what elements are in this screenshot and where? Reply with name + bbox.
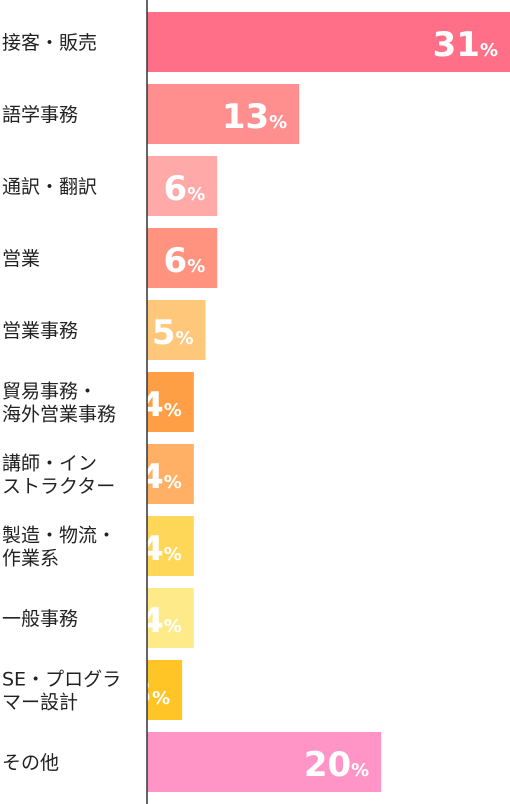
category-label-6: 講師・インストラクター [2,453,115,498]
value-unit: % [187,184,205,205]
category-label-8: 一般事務 [2,608,78,630]
category-label-line: 通訳・翻訳 [2,176,97,198]
category-label-line: 作業系 [2,548,59,570]
category-label-line: SE・プログラ [2,669,121,691]
value-label-0: 31% [433,25,498,65]
category-label-7: 製造・物流・作業系 [2,525,116,570]
value-number: 4 [140,385,164,425]
bar-8 [147,588,194,648]
value-label-2: 6% [164,169,206,209]
category-label-10: その他 [2,752,59,774]
category-label-5: 貿易事務・海外営業事務 [2,381,116,426]
bar-9 [147,660,183,720]
category-label-line: 営業事務 [2,320,78,342]
bar-0 [147,12,510,72]
category-label-4: 営業事務 [2,320,78,342]
bar-6 [147,444,194,504]
category-label-line: 海外営業事務 [2,404,116,426]
value-number: 20 [304,745,351,785]
value-unit: % [164,400,182,421]
value-unit: % [164,544,182,565]
value-unit: % [480,40,498,61]
value-unit: % [164,616,182,637]
value-label-3: 6% [164,241,206,281]
category-label-9: SE・プログラマー設計 [2,669,121,714]
value-label-9: 3% [128,673,170,713]
category-label-1: 語学事務 [2,104,78,126]
value-number: 6 [164,241,188,281]
value-number: 4 [140,601,164,641]
bar-7 [147,516,194,576]
value-label-5: 4% [140,385,182,425]
category-label-line: 製造・物流・ [2,525,116,547]
value-number: 6 [164,169,188,209]
value-unit: % [187,256,205,277]
value-label-7: 4% [140,529,182,569]
category-label-line: 貿易事務・ [2,381,97,403]
category-label-2: 通訳・翻訳 [2,176,97,198]
bar-2 [147,156,218,216]
category-label-3: 営業 [2,248,40,270]
value-label-4: 5% [152,313,194,353]
value-label-10: 20% [304,745,369,785]
bar-10 [147,732,382,792]
value-unit: % [269,112,287,133]
category-label-line: 講師・イン [2,453,97,475]
value-number: 5 [152,313,176,353]
category-label-0: 接客・販売 [2,32,97,54]
value-unit: % [152,688,170,709]
value-number: 4 [140,529,164,569]
category-label-line: マー設計 [2,692,78,714]
category-label-line: 接客・販売 [2,32,97,54]
value-label-8: 4% [140,601,182,641]
value-number: 4 [140,457,164,497]
value-label-1: 13% [222,97,287,137]
value-unit: % [351,760,369,781]
value-number: 3 [128,673,152,713]
category-label-line: ストラクター [2,476,115,498]
category-label-line: その他 [2,752,59,774]
value-number: 13 [222,97,269,137]
bar-4 [147,300,206,360]
category-label-line: 語学事務 [2,104,78,126]
category-label-line: 営業 [2,248,40,270]
category-label-line: 一般事務 [2,608,78,630]
value-number: 31 [433,25,480,65]
value-unit: % [176,328,194,349]
bar-5 [147,372,194,432]
bar-3 [147,228,218,288]
bar-1 [147,84,300,144]
value-label-6: 4% [140,457,182,497]
value-unit: % [164,472,182,493]
